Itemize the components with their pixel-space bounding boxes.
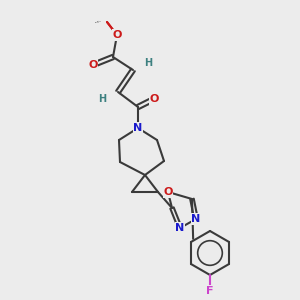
Text: N: N [176, 223, 184, 233]
Text: N: N [134, 123, 142, 133]
Text: N: N [191, 214, 201, 224]
Text: O: O [149, 94, 159, 104]
Text: F: F [206, 286, 214, 296]
Text: O: O [112, 30, 122, 40]
Text: methyl: methyl [97, 21, 102, 22]
Text: O: O [163, 187, 173, 197]
Text: O: O [88, 60, 98, 70]
Text: H: H [144, 58, 152, 68]
Text: H: H [98, 94, 106, 104]
Text: methyl: methyl [94, 21, 99, 22]
